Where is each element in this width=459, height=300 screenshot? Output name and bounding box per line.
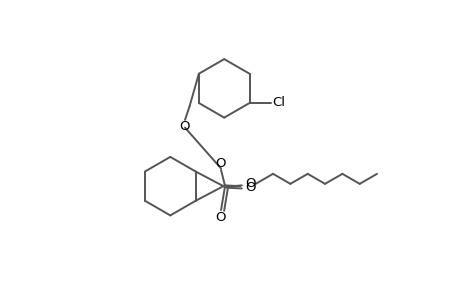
Text: O: O <box>244 181 255 194</box>
Text: O: O <box>244 177 255 190</box>
Text: O: O <box>179 120 189 133</box>
Text: O: O <box>214 157 225 170</box>
Text: Cl: Cl <box>272 97 285 110</box>
Text: O: O <box>214 211 225 224</box>
